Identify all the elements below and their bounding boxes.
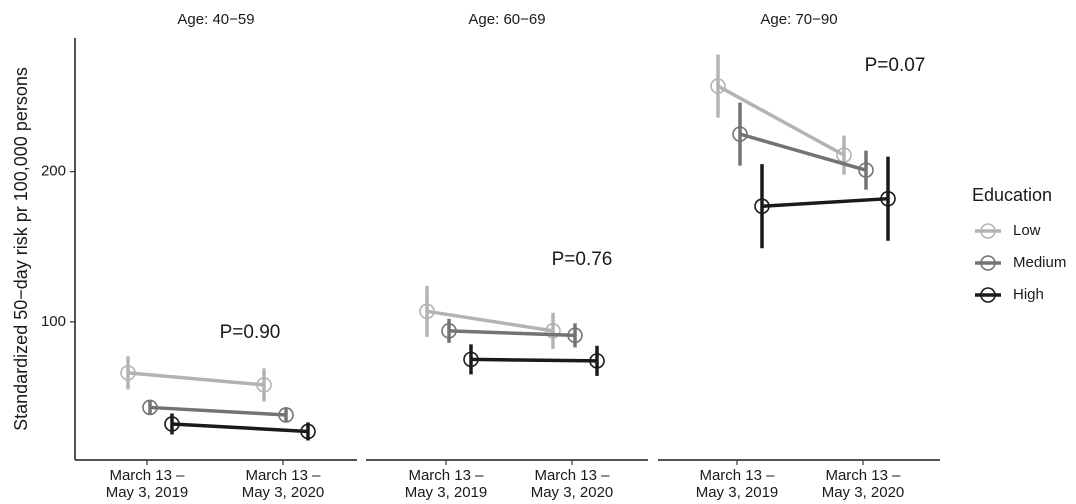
point [589,353,605,369]
y-axis-label: Standardized 50−day risk pr 100,000 pers… [11,67,31,431]
point [567,327,583,344]
x-tick-label: March 13 – [534,467,610,484]
x-tick-label: March 13 – [245,467,321,484]
series-line [448,329,576,338]
series-line [761,196,889,208]
point [858,162,874,178]
x-tick-label: March 13 – [699,467,775,484]
legend-label: High [1013,286,1044,303]
x-tick-label: May 3, 2020 [242,484,325,501]
x-tick-label: May 3, 2020 [822,484,905,501]
point [164,416,180,432]
x-tick-label: March 13 – [109,467,185,484]
point [441,323,457,339]
x-tick-label: May 3, 2020 [531,484,614,501]
facet-title: Age: 60−69 [468,11,545,28]
point [300,423,316,440]
legend-label: Medium [1013,254,1066,271]
point [120,365,136,381]
point [754,198,770,214]
point [545,323,561,339]
series-line [739,132,867,172]
point [463,351,479,368]
x-tick-label: March 13 – [408,467,484,484]
legend-marker [980,223,996,239]
series-line [717,84,845,157]
x-tick-label: May 3, 2019 [405,484,488,501]
facet-title: Age: 40−59 [177,11,254,28]
x-tick-label: March 13 – [825,467,901,484]
y-tick-label: 100 [41,313,66,330]
point [880,190,896,207]
legend-title: Education [972,185,1052,205]
facet-title: Age: 70−90 [760,11,837,28]
legend-marker [980,287,996,303]
annotation: P=0.76 [552,249,613,270]
series-line [127,371,265,387]
series-line [171,422,309,434]
point [256,377,272,393]
point [732,126,748,142]
point [419,303,435,320]
series-line [470,357,598,363]
annotation: P=0.90 [220,322,281,343]
series-line [426,309,554,333]
point [710,78,726,94]
legend-marker [980,255,996,271]
series-line [149,405,287,417]
point [278,407,294,423]
legend-label: Low [1013,222,1041,239]
y-tick-label: 200 [41,163,66,180]
annotation: P=0.07 [865,55,926,76]
point [142,399,158,416]
x-tick-label: May 3, 2019 [106,484,189,501]
x-tick-label: May 3, 2019 [696,484,779,501]
